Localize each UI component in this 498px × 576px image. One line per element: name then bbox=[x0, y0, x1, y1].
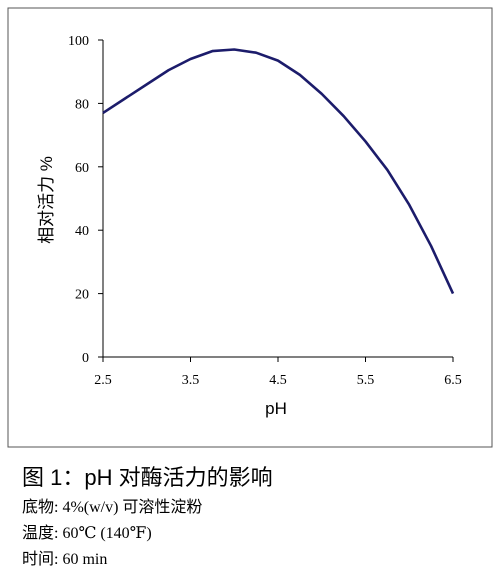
caption-line: 底物: 4%(w/v) 可溶性淀粉 bbox=[22, 498, 202, 516]
caption-line: 温度: 60℃ (140℉) bbox=[22, 524, 152, 542]
data-line bbox=[102, 48, 455, 295]
y-tick-label: 80 bbox=[75, 97, 89, 112]
chart-frame bbox=[7, 7, 493, 448]
x-tick-label: 4.5 bbox=[269, 373, 287, 388]
caption-title: 图 1：pH 对酶活力的影响 bbox=[22, 465, 273, 490]
caption-line: 时间: 60 min bbox=[22, 550, 107, 568]
y-tick-label: 20 bbox=[75, 288, 89, 303]
y-tick-label: 100 bbox=[68, 34, 89, 49]
x-tick-label: 6.5 bbox=[444, 373, 462, 388]
y-tick-label: 60 bbox=[75, 161, 89, 176]
x-tick-label: 3.5 bbox=[182, 373, 200, 388]
y-tick-label: 0 bbox=[82, 351, 89, 366]
y-axis-label: 相对活力 % bbox=[37, 156, 56, 244]
x-tick-label: 2.5 bbox=[94, 373, 112, 388]
y-tick-label: 40 bbox=[75, 224, 89, 239]
x-tick-label: 5.5 bbox=[357, 373, 375, 388]
x-axis-label: pH bbox=[265, 399, 287, 418]
